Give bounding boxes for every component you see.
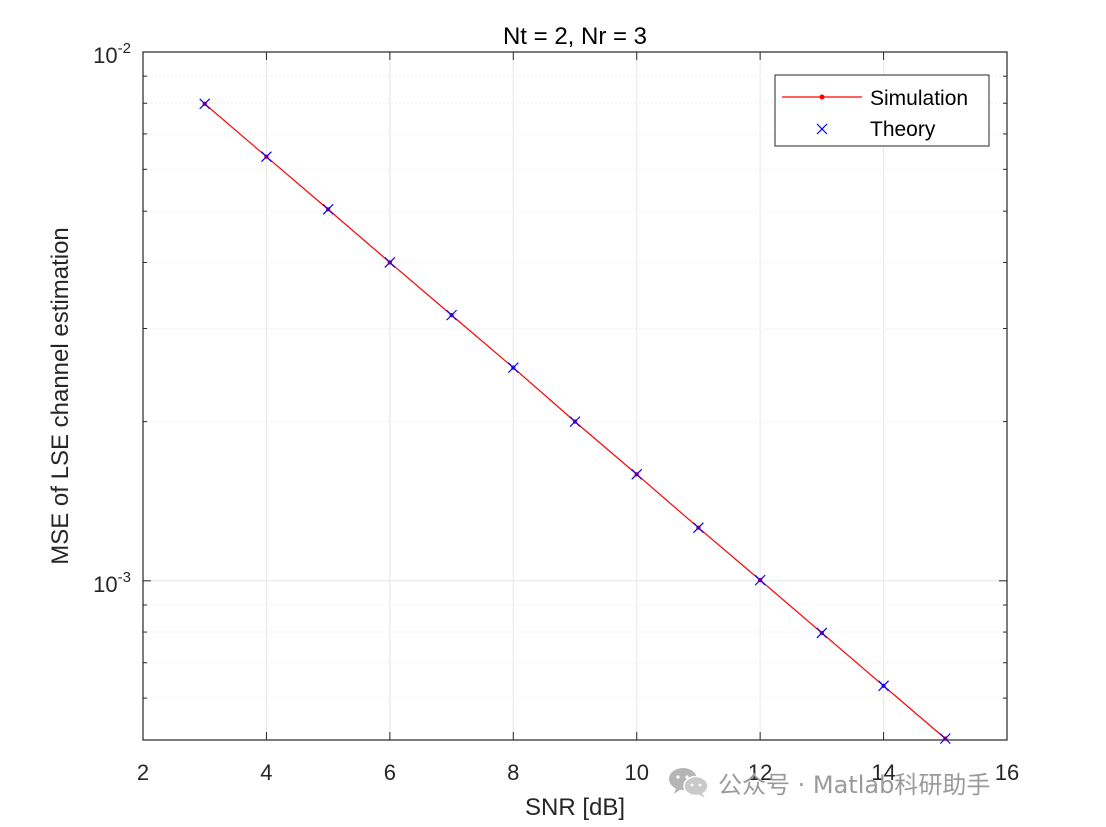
x-tick-label: 2 xyxy=(137,760,149,785)
x-tick-label: 4 xyxy=(260,760,272,785)
chart-title: Nt = 2, Nr = 3 xyxy=(503,23,647,50)
x-tick-label: 10 xyxy=(624,760,648,785)
legend: Simulation Theory xyxy=(775,75,989,146)
legend-theory-label: Theory xyxy=(870,118,936,141)
legend-simulation-label: Simulation xyxy=(870,87,968,110)
y-tick-label-exponent: -3 xyxy=(118,569,131,586)
y-axis-label: MSE of LSE channel estimation xyxy=(47,227,74,565)
watermark: 公众号 · Matlab科研助手 xyxy=(668,762,990,802)
watermark-text: 公众号 · Matlab科研助手 xyxy=(718,765,990,800)
legend-simulation-marker xyxy=(820,95,825,100)
x-tick-label: 6 xyxy=(384,760,396,785)
x-axis-label: SNR [dB] xyxy=(525,794,625,821)
y-tick-label-base: 10 xyxy=(93,43,117,68)
y-tick-label-exponent: -2 xyxy=(118,40,131,57)
y-tick-label-base: 10 xyxy=(93,572,117,597)
wechat-icon xyxy=(668,765,710,799)
x-tick-label: 16 xyxy=(995,760,1019,785)
x-tick-label: 8 xyxy=(507,760,519,785)
